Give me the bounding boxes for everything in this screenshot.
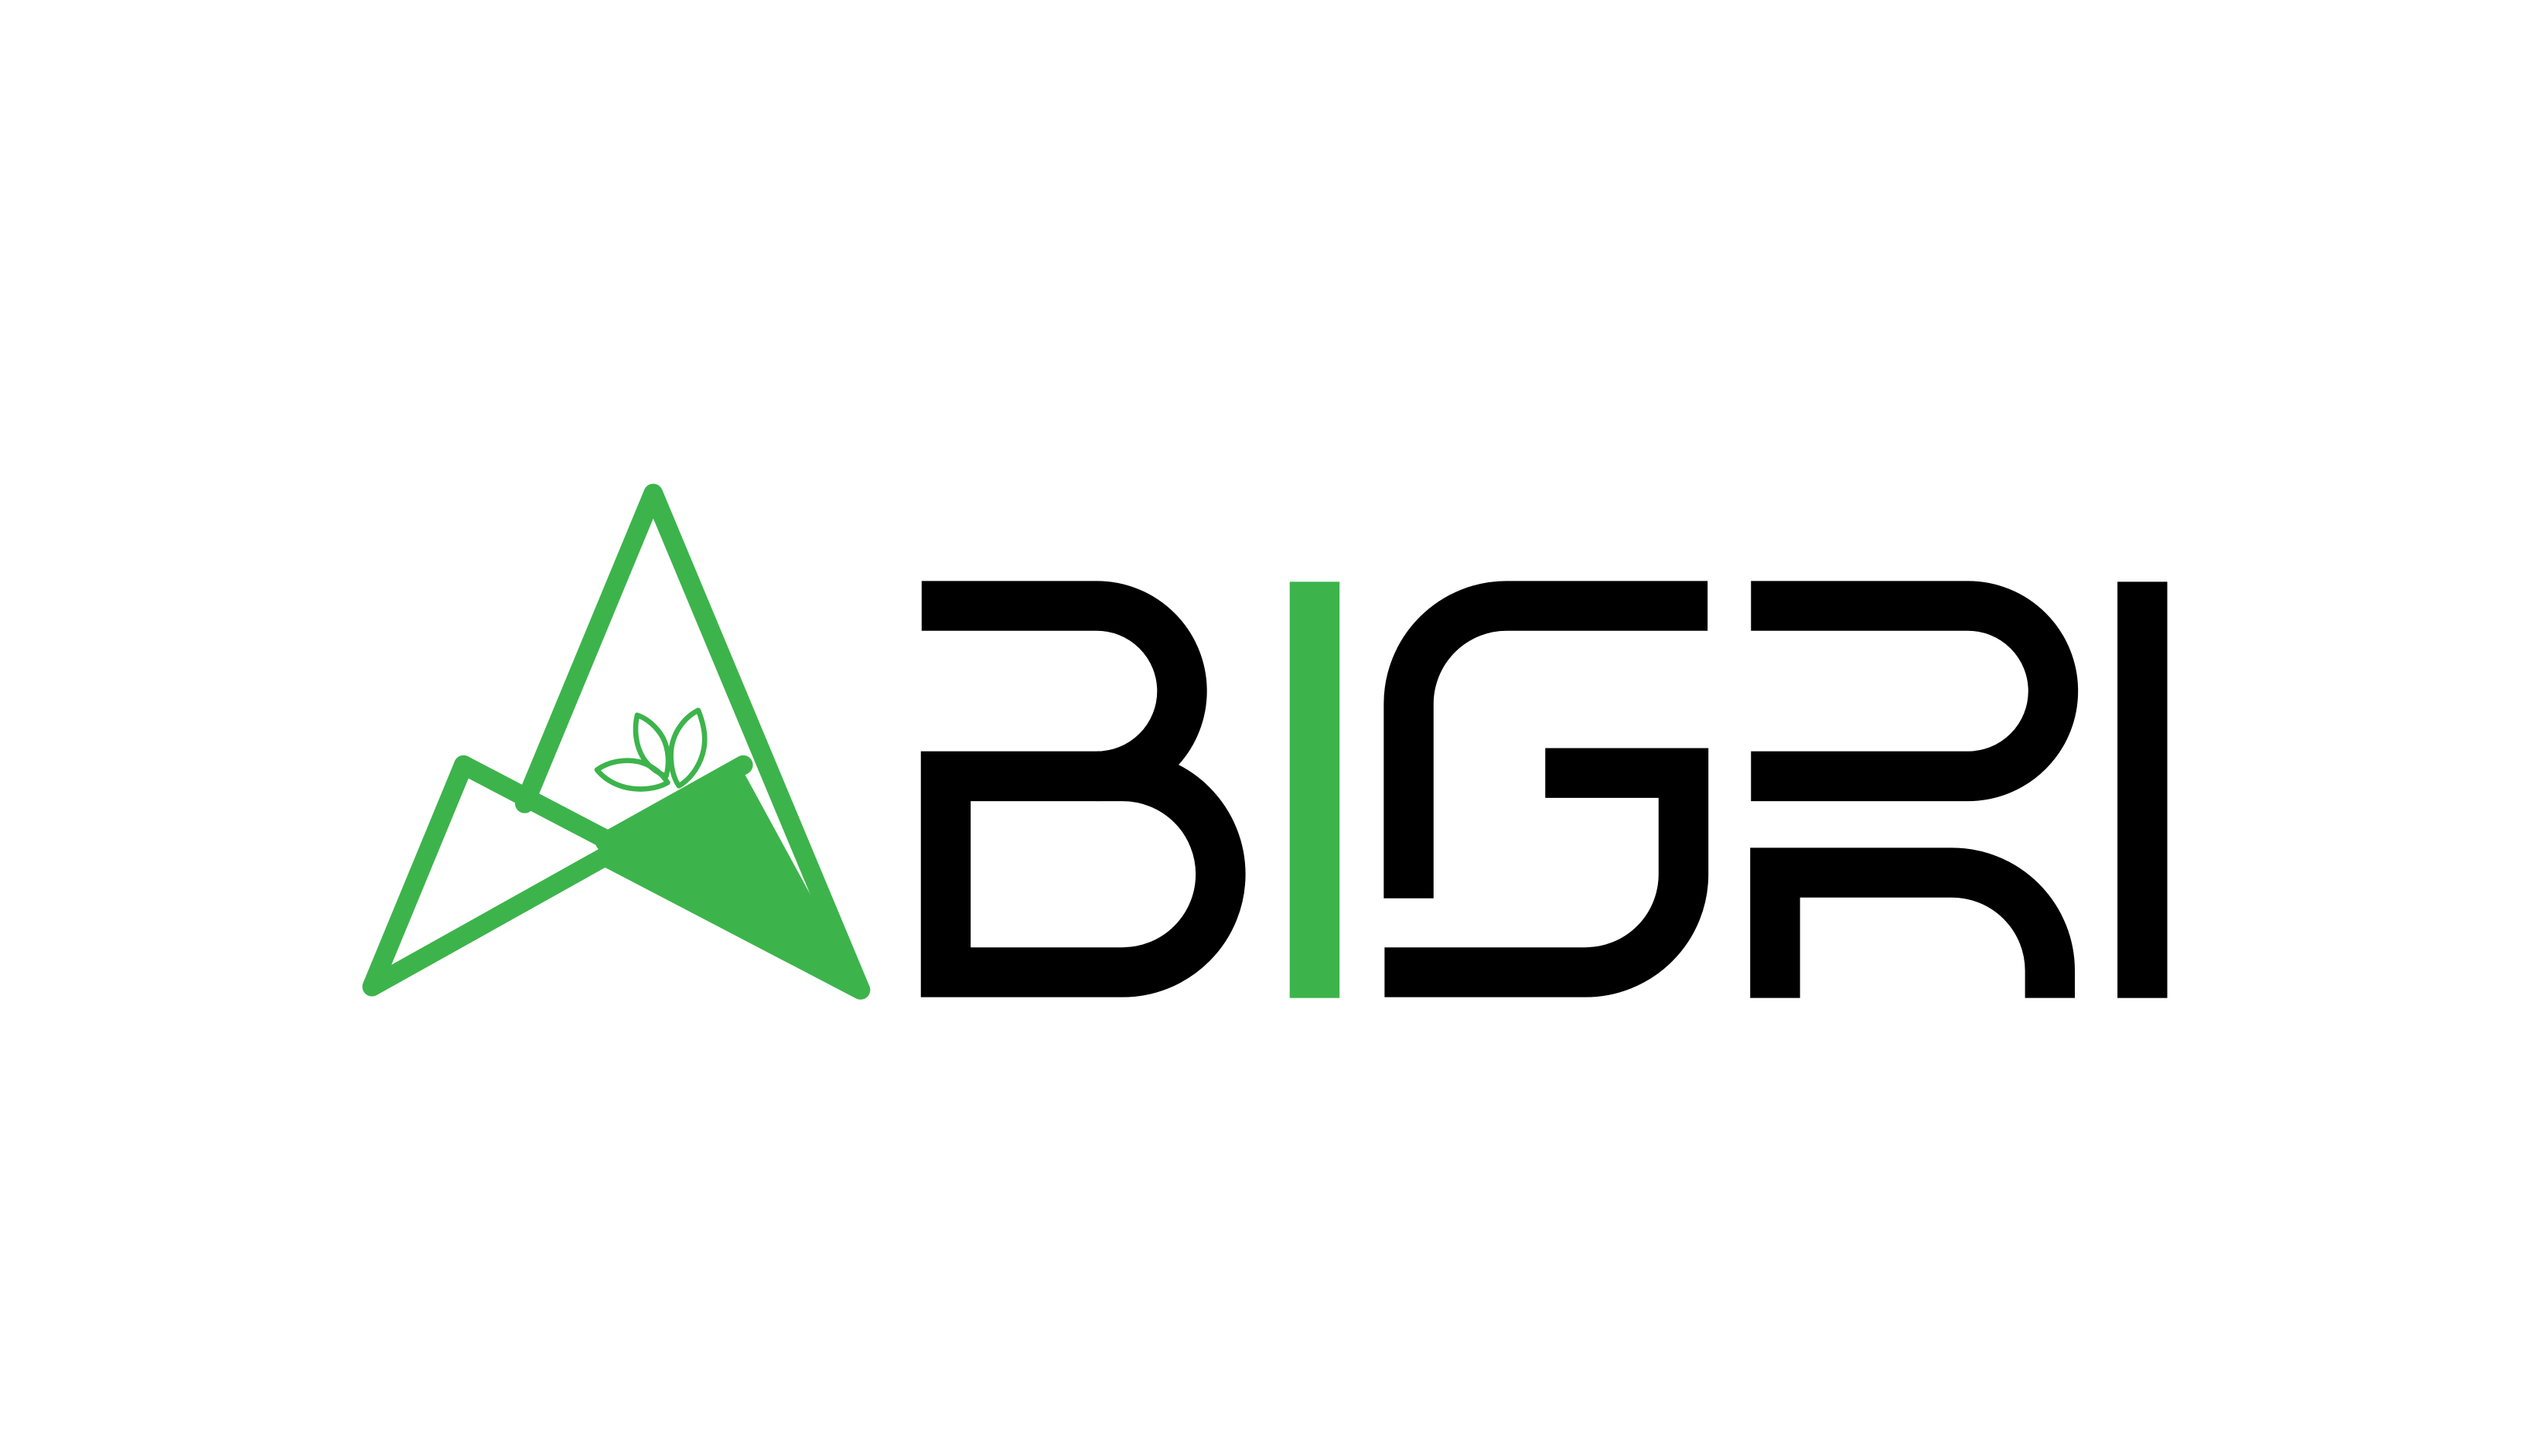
sprout-leaves-icon [594, 708, 708, 792]
letter-b [920, 581, 1246, 997]
letter-g [1383, 581, 1709, 997]
mountain-a-icon [362, 483, 871, 1000]
letter-i-black [2117, 581, 2168, 998]
letter-i-green [1289, 581, 1340, 998]
letter-r [1750, 581, 2079, 998]
